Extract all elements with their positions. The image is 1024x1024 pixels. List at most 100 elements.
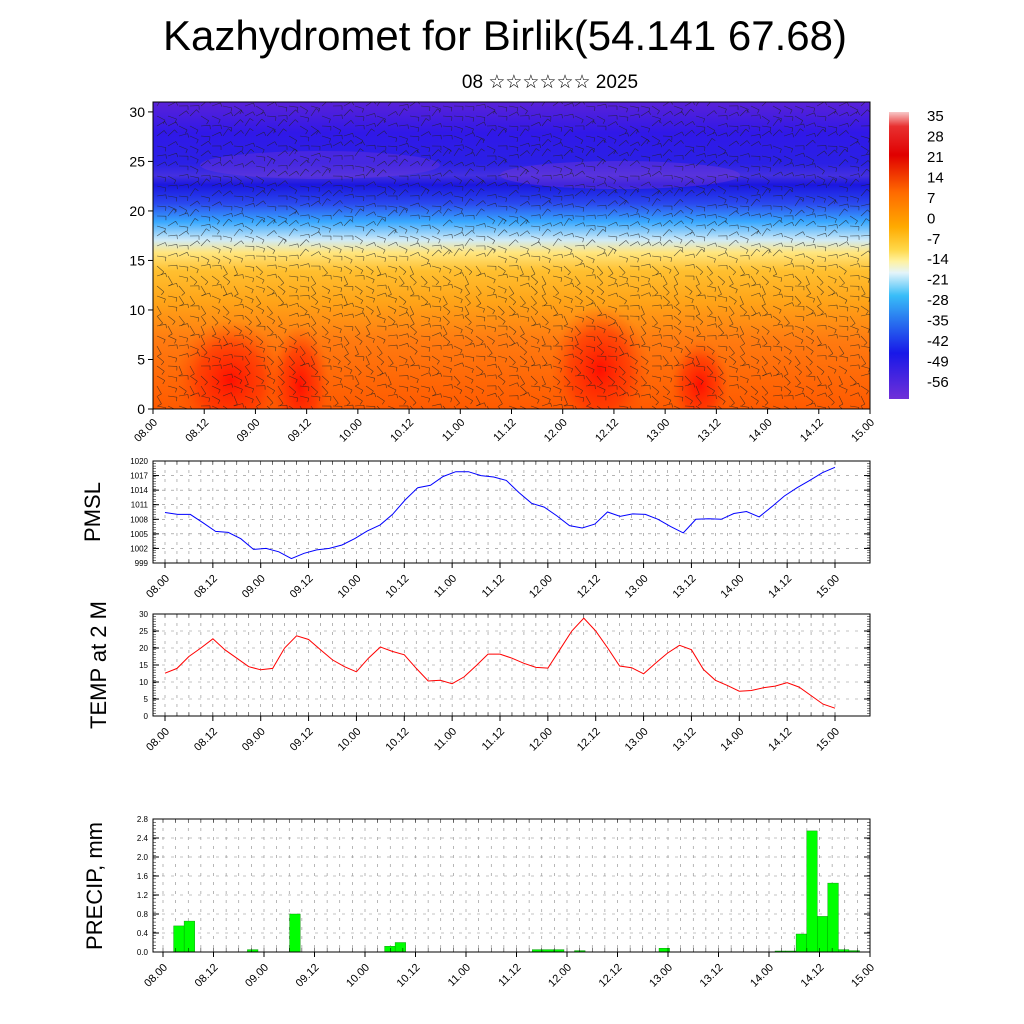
wind-barb-flag bbox=[719, 393, 724, 396]
wind-barb bbox=[299, 275, 309, 278]
wind-barb-flag bbox=[675, 273, 680, 277]
wind-barb-flag bbox=[824, 257, 827, 263]
wind-barb bbox=[321, 325, 329, 333]
wind-barb bbox=[453, 148, 460, 157]
wind-barb-flag bbox=[313, 413, 316, 415]
wind-barb bbox=[233, 403, 243, 407]
wind-barb bbox=[156, 305, 162, 315]
wind-barb-flag bbox=[516, 277, 519, 282]
wind-barb-flag bbox=[712, 228, 716, 232]
wind-barb bbox=[343, 205, 353, 210]
wind-barb bbox=[662, 149, 670, 157]
wind-barb bbox=[750, 213, 760, 217]
wind-barb bbox=[156, 375, 165, 381]
wind-barb bbox=[321, 245, 331, 250]
wind-barb bbox=[288, 109, 296, 117]
wind-barb bbox=[376, 395, 385, 402]
wind-barb-flag bbox=[417, 161, 421, 165]
wind-barb-flag bbox=[801, 109, 804, 114]
wind-barb bbox=[794, 231, 804, 237]
wind-barb bbox=[662, 335, 672, 337]
wind-barb bbox=[596, 245, 606, 250]
wind-barb-flag bbox=[384, 217, 387, 222]
wind-barb-flag bbox=[410, 363, 415, 367]
wind-barb-flag bbox=[663, 283, 668, 287]
wind-barb-flag bbox=[195, 208, 200, 212]
wind-barb bbox=[486, 355, 496, 358]
wind-barb-flag bbox=[759, 343, 761, 348]
wind-barb-flag bbox=[361, 249, 364, 254]
wind-barb bbox=[596, 139, 604, 147]
wind-barb-flag bbox=[242, 334, 244, 339]
wind-barb-flag bbox=[547, 139, 552, 143]
wind-barb bbox=[761, 372, 771, 377]
wind-barb-flag bbox=[502, 321, 506, 325]
wind-barb-flag bbox=[456, 382, 461, 386]
wind-barb bbox=[475, 402, 485, 407]
wind-barb-flag bbox=[498, 403, 503, 407]
wind-barb-flag bbox=[692, 358, 694, 363]
wind-barb bbox=[431, 393, 441, 397]
wind-barb-flag bbox=[619, 333, 624, 337]
wind-barb bbox=[783, 385, 792, 392]
wind-barb bbox=[508, 335, 515, 344]
wind-barb bbox=[816, 145, 827, 147]
wind-barb bbox=[772, 219, 780, 227]
wind-barb-flag bbox=[737, 407, 739, 409]
wind-barb-flag bbox=[428, 147, 431, 152]
wind-barb bbox=[420, 215, 430, 217]
wind-barb-flag bbox=[761, 294, 766, 297]
wind-barb bbox=[211, 264, 221, 267]
wind-barb-flag bbox=[438, 209, 442, 214]
wind-barb bbox=[816, 128, 824, 137]
wind-barb bbox=[684, 383, 694, 387]
wind-barb bbox=[376, 292, 386, 297]
wind-barb-flag bbox=[572, 172, 575, 177]
wind-barb bbox=[651, 241, 661, 247]
wind-barb bbox=[398, 183, 408, 187]
wind-barb-flag bbox=[449, 200, 453, 204]
wind-barb bbox=[475, 355, 486, 357]
wind-barb bbox=[398, 189, 406, 197]
wind-barb bbox=[695, 385, 700, 395]
wind-barb-flag bbox=[418, 242, 421, 247]
wind-barb-flag bbox=[814, 133, 817, 138]
wind-barb-flag bbox=[535, 148, 540, 152]
wind-barb-flag bbox=[327, 290, 331, 295]
wind-barb-flag bbox=[187, 184, 189, 189]
wind-barb bbox=[607, 189, 616, 197]
wind-barb bbox=[618, 325, 624, 335]
wind-barb-flag bbox=[590, 228, 595, 232]
wind-barb bbox=[354, 148, 361, 157]
wind-barb bbox=[156, 255, 166, 258]
wind-barb-flag bbox=[649, 394, 651, 399]
wind-barb bbox=[420, 385, 430, 389]
wind-barb-flag bbox=[481, 208, 485, 212]
wind-barb bbox=[805, 275, 810, 285]
wind-barb bbox=[398, 245, 408, 250]
wind-barb-flag bbox=[231, 354, 233, 359]
wind-barb-flag bbox=[409, 313, 414, 317]
wind-barb bbox=[805, 335, 814, 341]
wind-barb bbox=[662, 295, 670, 303]
wind-barb-flag bbox=[438, 249, 442, 254]
wind-barb bbox=[299, 263, 309, 267]
wind-barb-flag bbox=[723, 411, 725, 414]
wind-barb bbox=[739, 283, 749, 287]
wind-barb bbox=[211, 385, 221, 391]
wind-barb-flag bbox=[526, 219, 530, 224]
wind-barb-flag bbox=[765, 281, 769, 286]
wind-barb bbox=[178, 265, 188, 268]
wind-barb-flag bbox=[572, 233, 575, 238]
wind-barb-flag bbox=[592, 239, 596, 243]
wind-barb-flag bbox=[735, 159, 739, 163]
wind-barb-flag bbox=[691, 239, 695, 244]
heatmap-xtick-label: 10.12 bbox=[388, 417, 416, 445]
wind-barb bbox=[376, 185, 386, 189]
wind-barb bbox=[662, 139, 670, 147]
xtick-label: 10.00 bbox=[336, 726, 364, 754]
wind-barb bbox=[288, 335, 297, 342]
wind-barb-flag bbox=[308, 323, 311, 328]
xtick-label: 11.12 bbox=[480, 573, 507, 600]
wind-barb-flag bbox=[350, 120, 354, 124]
